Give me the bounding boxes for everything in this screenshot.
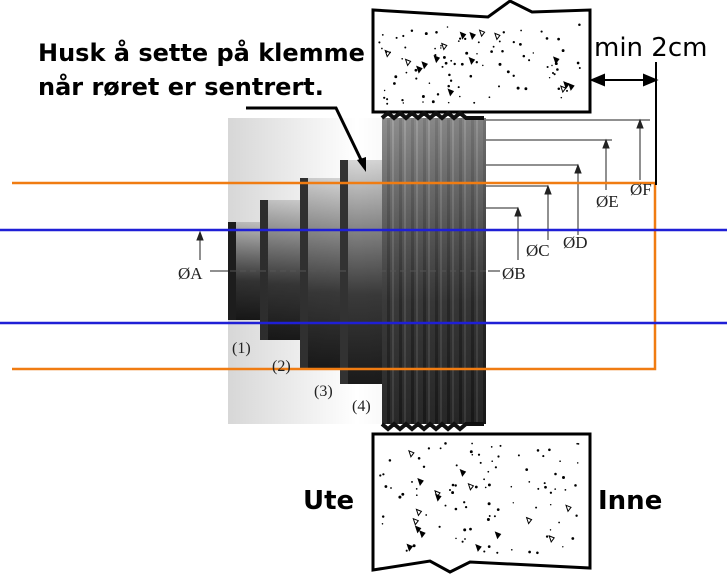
wall-top xyxy=(371,0,592,114)
pipe-bore-lines xyxy=(0,228,727,325)
pipe-outline xyxy=(12,181,657,371)
diameter-label-c: ØC xyxy=(526,241,550,260)
diameter-label-e: ØE xyxy=(596,192,619,211)
clearance-dimension xyxy=(589,62,659,185)
diameter-label-a: ØA xyxy=(178,264,203,283)
step-label-1: (1) xyxy=(232,340,251,357)
note-leader-arrow xyxy=(246,106,366,172)
concrete-texture xyxy=(378,23,581,105)
note-line-2: når røret er sentrert. xyxy=(38,72,324,101)
diameter-label-d: ØD xyxy=(563,233,588,252)
note-line-1: Husk å sette på klemme xyxy=(38,38,365,67)
step-label-4: (4) xyxy=(352,398,371,415)
diameter-label-b: ØB xyxy=(502,264,526,283)
pipe-sleeve-fitting xyxy=(228,110,488,432)
step-label-2: (2) xyxy=(272,358,291,375)
step-label-3: (3) xyxy=(314,383,333,400)
diameter-label-f: ØF xyxy=(630,180,652,199)
concrete-texture xyxy=(379,442,580,555)
inside-label: Inne xyxy=(598,486,662,516)
outside-label: Ute xyxy=(303,486,354,516)
wall-bottom xyxy=(371,432,592,574)
clearance-label: min 2cm xyxy=(594,33,707,63)
